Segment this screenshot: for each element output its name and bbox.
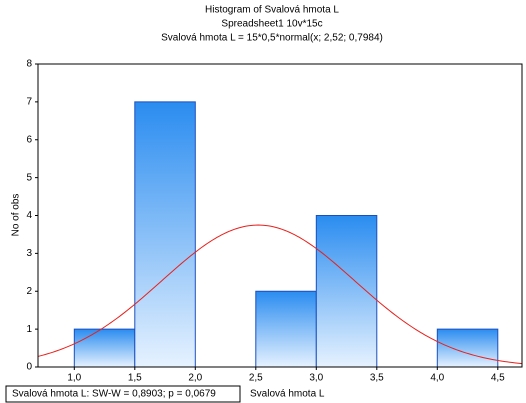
x-tick-label: 1,5 bbox=[128, 373, 142, 384]
y-tick-label: 2 bbox=[26, 286, 32, 297]
y-axis-label: No of obs bbox=[11, 194, 22, 237]
bar bbox=[134, 101, 196, 368]
chart-subtitle: Spreadsheet1 10v*15c bbox=[221, 19, 322, 30]
plot-frame bbox=[37, 63, 523, 368]
y-tick-label: 1 bbox=[26, 324, 32, 335]
plot-area: 0 1 2 3 4 5 6 7 8 1,0 1,5 2,0 2,5 3,0 3,5 4,0 4,5 bbox=[26, 59, 523, 384]
x-tick-label: 3,5 bbox=[370, 373, 384, 384]
chart-title: Histogram of Svalová hmota L bbox=[205, 5, 339, 16]
x-axis-label: Svalová hmota L bbox=[250, 389, 325, 400]
bar bbox=[436, 328, 499, 368]
x-tick-label: 4,5 bbox=[491, 373, 505, 384]
y-tick-label: 7 bbox=[26, 97, 32, 108]
chart-formula: Svalová hmota L = 15*0,5*normal(x; 2,52;… bbox=[161, 33, 383, 44]
bar bbox=[315, 215, 378, 368]
y-tick-label: 0 bbox=[26, 362, 32, 373]
x-tick-label: 2,5 bbox=[249, 373, 263, 384]
x-tick-label: 1,0 bbox=[67, 373, 81, 384]
y-tick-label: 6 bbox=[26, 134, 32, 145]
stats-note: Svalová hmota L: SW-W = 0,8903; p = 0,06… bbox=[12, 389, 216, 400]
x-tick-label: 4,0 bbox=[430, 373, 444, 384]
bar bbox=[255, 290, 317, 368]
y-tick-label: 8 bbox=[26, 59, 32, 70]
y-tick-label: 4 bbox=[26, 210, 32, 221]
x-tick-label: 3,0 bbox=[309, 373, 323, 384]
normal-fit-curve bbox=[37, 224, 523, 365]
stats-box bbox=[5, 385, 241, 403]
y-tick-label: 5 bbox=[26, 172, 32, 183]
bar bbox=[73, 328, 136, 368]
x-tick-label: 2,0 bbox=[188, 373, 202, 384]
y-tick-label: 3 bbox=[26, 248, 32, 259]
